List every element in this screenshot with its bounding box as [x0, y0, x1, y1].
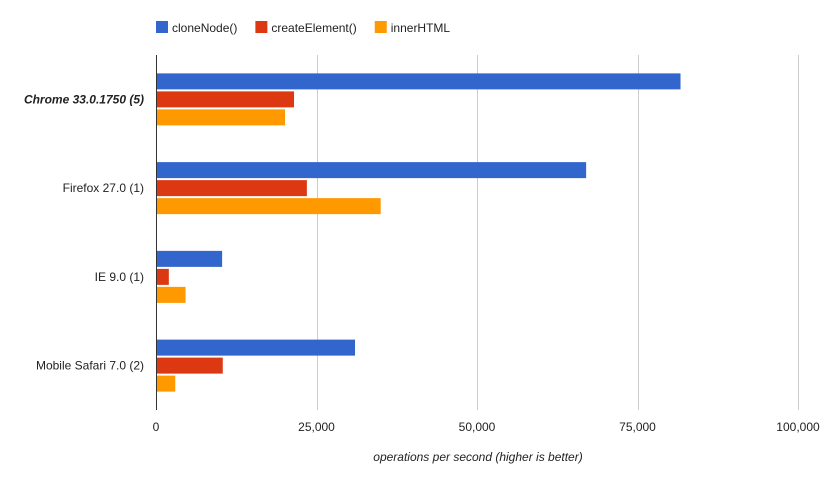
legend-swatch — [255, 21, 267, 33]
bar-clonenode-1 — [157, 73, 681, 89]
bar-innerhtml-2 — [157, 198, 381, 214]
x-tick-label: 75,000 — [619, 420, 656, 434]
bar-clonenode-2 — [157, 162, 586, 178]
legend-label: createElement() — [271, 21, 356, 35]
legend: cloneNode() createElement() innerHTML — [156, 21, 450, 35]
bar-innerhtml-3 — [157, 287, 186, 303]
category-label: Chrome 33.0.1750 (5) — [24, 92, 144, 106]
legend-label: innerHTML — [391, 21, 451, 35]
x-tick-label: 0 — [153, 420, 160, 434]
legend-swatch — [156, 21, 168, 33]
category-label: IE 9.0 (1) — [95, 270, 144, 284]
bar-createelement-2 — [157, 180, 307, 196]
bars — [157, 73, 681, 391]
x-tick-label: 25,000 — [298, 420, 335, 434]
x-axis-title: operations per second (higher is better) — [373, 450, 582, 464]
legend-swatch — [375, 21, 387, 33]
x-axis: 0 25,000 50,000 75,000 100,000 — [153, 420, 820, 434]
category-label: Firefox 27.0 (1) — [63, 181, 144, 195]
x-tick-label: 50,000 — [459, 420, 496, 434]
legend-label: cloneNode() — [172, 21, 237, 35]
gridlines — [157, 55, 799, 410]
bar-clonenode-4 — [157, 340, 355, 356]
bar-innerhtml-1 — [157, 109, 285, 125]
bar-clonenode-3 — [157, 251, 222, 267]
bar-innerhtml-4 — [157, 376, 175, 392]
x-tick-label: 100,000 — [776, 420, 820, 434]
bar-createelement-3 — [157, 269, 169, 285]
category-label: Mobile Safari 7.0 (2) — [36, 359, 144, 373]
bar-createelement-1 — [157, 91, 294, 107]
category-labels: Chrome 33.0.1750 (5) Firefox 27.0 (1) IE 9… — [24, 92, 144, 372]
bar-createelement-4 — [157, 358, 223, 374]
